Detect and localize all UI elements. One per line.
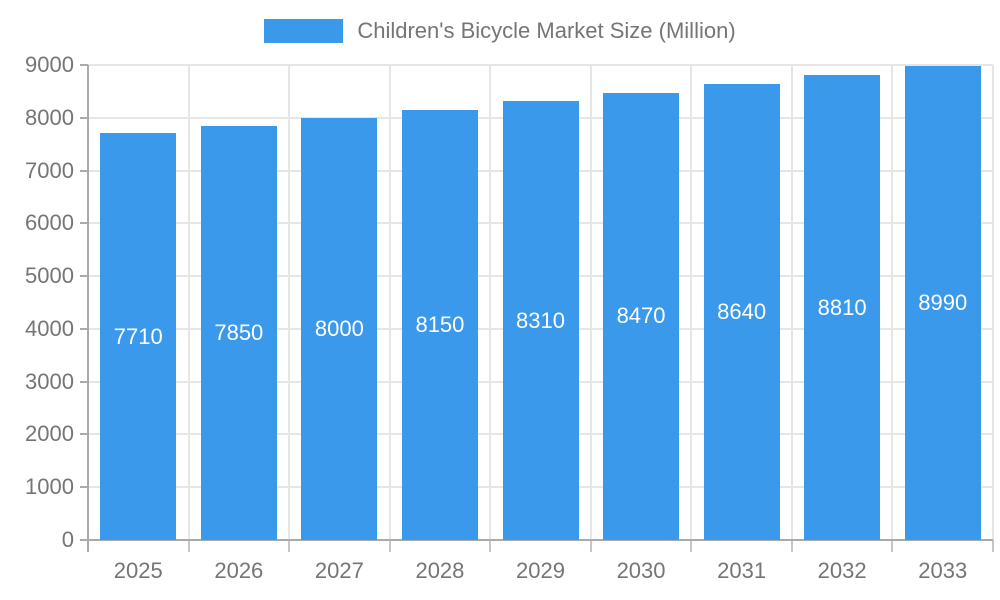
y-tick-label: 9000 xyxy=(25,52,74,77)
y-tick-label: 5000 xyxy=(25,263,74,289)
legend-swatch xyxy=(264,19,344,43)
x-tick-label: 2025 xyxy=(113,558,163,583)
gridline-vertical xyxy=(489,65,492,540)
bar[interactable] xyxy=(401,109,478,540)
x-axis-tick xyxy=(489,540,492,552)
x-tick-label: 2029 xyxy=(516,558,565,583)
y-axis-tick xyxy=(80,64,88,66)
y-axis-tick xyxy=(80,380,88,383)
gridline-horizontal xyxy=(88,64,993,66)
bar-value-label: 8640 xyxy=(717,299,767,324)
bar[interactable] xyxy=(200,125,277,540)
x-axis-tick xyxy=(589,540,592,552)
bar[interactable] xyxy=(100,133,177,540)
y-axis-tick xyxy=(80,222,88,225)
bar-value-label: 8150 xyxy=(415,311,465,337)
legend-label: Children's Bicycle Market Size (Million) xyxy=(357,18,736,43)
x-tick-label: 2028 xyxy=(415,558,465,583)
y-tick-label: 7000 xyxy=(25,157,74,183)
y-axis-tick xyxy=(80,327,88,330)
y-tick-label: 1000 xyxy=(25,474,74,500)
gridline-vertical xyxy=(187,65,190,540)
legend[interactable]: Children's Bicycle Market Size (Million) xyxy=(0,18,1000,44)
x-axis-tick xyxy=(992,540,994,552)
y-axis-line xyxy=(87,65,89,552)
y-axis-tick xyxy=(80,486,88,489)
x-axis-tick xyxy=(388,540,391,552)
bar-value-label: 8310 xyxy=(516,307,565,333)
x-axis-tick xyxy=(690,540,693,552)
y-tick-label: 3000 xyxy=(25,368,74,394)
bar[interactable] xyxy=(502,101,579,540)
y-tick-label: 8000 xyxy=(25,104,74,130)
y-axis-tick xyxy=(80,275,88,278)
gridline-vertical xyxy=(891,65,894,540)
x-tick-label: 2032 xyxy=(817,558,867,583)
bar[interactable] xyxy=(904,65,981,540)
bar[interactable] xyxy=(703,84,780,540)
x-tick-label: 2031 xyxy=(717,558,767,583)
y-axis-tick xyxy=(80,169,88,172)
x-tick-label: 2026 xyxy=(214,558,264,583)
gridline-vertical xyxy=(388,65,391,540)
bar[interactable] xyxy=(804,75,881,540)
gridline-vertical xyxy=(589,65,592,540)
bar-value-label: 7850 xyxy=(214,319,264,345)
x-axis-line xyxy=(80,539,993,541)
x-tick-label: 2033 xyxy=(918,558,968,583)
bar[interactable] xyxy=(301,117,378,540)
y-tick-label: 6000 xyxy=(25,210,74,236)
bar-value-label: 8470 xyxy=(616,303,666,329)
x-tick-label: 2027 xyxy=(314,558,364,583)
gridline-vertical xyxy=(690,65,693,540)
y-tick-label: 0 xyxy=(61,527,74,552)
x-axis-tick xyxy=(288,540,291,552)
x-axis-tick xyxy=(790,540,793,552)
gridline-vertical xyxy=(288,65,291,540)
bar-value-label: 7710 xyxy=(113,323,163,349)
x-tick-label: 2030 xyxy=(616,558,666,583)
gridline-vertical xyxy=(992,65,994,540)
gridline-vertical xyxy=(790,65,793,540)
bar-value-label: 8810 xyxy=(817,294,867,320)
bar-value-label: 8990 xyxy=(918,289,968,315)
y-axis-tick xyxy=(80,433,88,436)
x-axis-tick xyxy=(891,540,894,552)
y-tick-label: 2000 xyxy=(25,421,74,447)
bar-value-label: 8000 xyxy=(314,315,364,341)
x-axis-tick xyxy=(187,540,190,552)
y-axis-tick xyxy=(80,116,88,119)
y-tick-label: 4000 xyxy=(25,315,74,341)
bar[interactable] xyxy=(603,92,680,540)
